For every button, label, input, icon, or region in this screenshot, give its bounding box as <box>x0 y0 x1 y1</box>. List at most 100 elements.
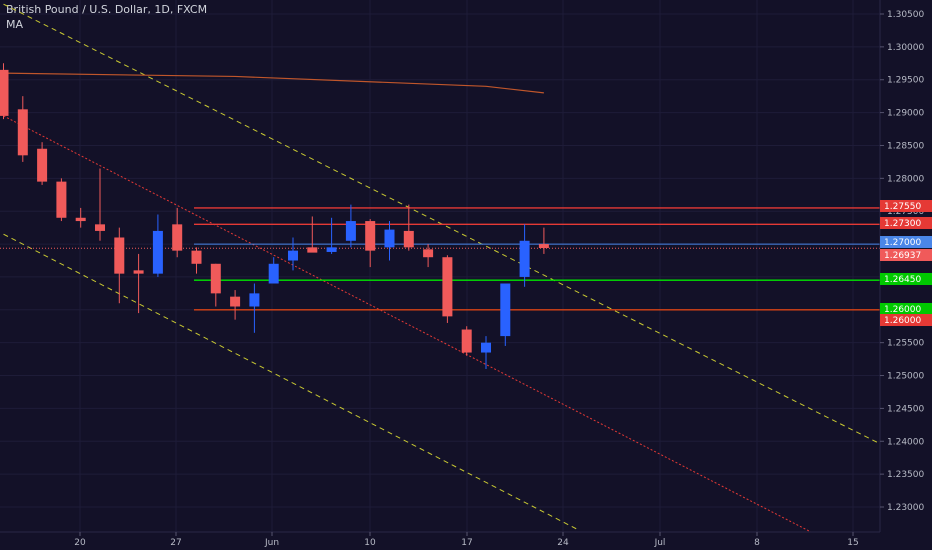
candle-body <box>172 224 183 251</box>
candle-body <box>384 229 395 248</box>
price-tag-6: 1.26000 <box>880 303 932 315</box>
x-tick-label: 10 <box>364 538 376 548</box>
candle-27 <box>500 283 511 346</box>
candle-20 <box>365 219 376 268</box>
candle-29 <box>538 227 549 254</box>
price-tag-bg <box>880 236 932 248</box>
candle-3 <box>37 142 48 185</box>
price-tag-label: 1.26000 <box>884 316 921 326</box>
candle-26 <box>481 336 491 369</box>
candle-body <box>230 296 241 307</box>
candle-body <box>423 249 434 258</box>
y-tick-label: 1.24000 <box>887 437 924 447</box>
x-tick-label: Jun <box>264 538 279 548</box>
channel-line-2 <box>3 233 579 531</box>
x-tick-label: 24 <box>557 538 569 548</box>
x-tick-label: 27 <box>170 538 181 548</box>
candle-21 <box>384 221 395 261</box>
price-tag-bg <box>880 217 932 229</box>
candle-body <box>37 148 48 182</box>
time-axis[interactable]: 20 27 Jun 10 17 24 Jul 8 15 <box>74 532 859 548</box>
price-tag-bg <box>880 249 932 261</box>
candle-23 <box>423 244 434 268</box>
candle-body <box>210 263 221 294</box>
price-tags: 1.27550 1.27300 1.27000 1.26937 1.26450 1.260… <box>880 200 932 326</box>
x-tick-label: 8 <box>754 538 760 548</box>
trend-channels <box>3 3 882 538</box>
candle-body <box>481 342 491 353</box>
y-tick-label: 1.28500 <box>887 141 924 151</box>
candle-body <box>538 244 549 249</box>
ma-line <box>3 72 544 94</box>
candle-body <box>114 237 125 274</box>
y-tick-label: 1.25500 <box>887 339 924 349</box>
x-tick-label: 20 <box>74 538 86 548</box>
y-tick-label: 1.23000 <box>887 503 924 513</box>
candle-body <box>249 293 260 307</box>
candle-18 <box>326 217 337 254</box>
moving-average <box>3 72 544 94</box>
chart-title: British Pound / U.S. Dollar, 1D, FXCM <box>6 3 208 16</box>
candle-7 <box>114 227 125 304</box>
candle-body <box>133 270 144 274</box>
y-tick-label: 1.28000 <box>887 174 924 184</box>
y-tick-label: 1.30500 <box>887 10 924 20</box>
candle-2 <box>17 96 28 162</box>
price-tag-5: 1.26450 <box>880 273 932 285</box>
y-tick-label: 1.27500 <box>887 207 924 217</box>
x-tick-label: 15 <box>847 538 858 548</box>
candle-13 <box>230 290 241 320</box>
candle-24 <box>442 255 453 323</box>
candle-body <box>56 181 67 218</box>
price-tag-label: 1.26937 <box>884 251 921 261</box>
price-tag-label: 1.27550 <box>884 202 921 212</box>
candle-22 <box>403 204 414 251</box>
candle-15 <box>268 257 279 284</box>
candle-14 <box>249 283 260 333</box>
candle-body <box>17 109 28 156</box>
price-tag-4: 1.26937 <box>880 249 932 261</box>
candle-11 <box>191 247 202 274</box>
candle-5 <box>75 207 86 228</box>
x-tick-label: Jul <box>654 538 666 548</box>
candle-body <box>461 329 472 353</box>
candle-body <box>442 257 453 317</box>
price-tag-label: 1.27300 <box>884 219 921 229</box>
ma-indicator-label[interactable]: MA <box>6 18 24 31</box>
candle-16 <box>288 237 298 271</box>
candle-9 <box>152 214 163 277</box>
price-tag-bg <box>880 303 932 315</box>
candle-1 <box>0 63 9 120</box>
candle-28 <box>519 224 530 287</box>
candle-body <box>288 250 298 261</box>
price-tag-bg <box>880 273 932 285</box>
y-tick-label: 1.25000 <box>887 372 924 382</box>
price-tag-label: 1.26000 <box>884 305 921 315</box>
price-tag-bg <box>880 314 932 326</box>
y-tick-label: 1.30000 <box>887 43 924 53</box>
candle-19 <box>345 204 356 248</box>
y-tick-label: 1.29000 <box>887 109 924 119</box>
candle-body <box>500 283 511 337</box>
y-tick-label: 1.24500 <box>887 404 924 414</box>
candle-17 <box>307 216 318 253</box>
candle-body <box>307 247 318 253</box>
price-tag-label: 1.26450 <box>884 275 921 285</box>
candle-4 <box>56 178 67 222</box>
candle-body <box>365 221 376 251</box>
candle-6 <box>95 168 105 241</box>
price-tag-1: 1.27550 <box>880 200 932 212</box>
price-tag-2: 1.27300 <box>880 217 932 229</box>
candle-12 <box>210 263 221 307</box>
price-tag-3: 1.27000 <box>880 236 932 248</box>
candle-body <box>268 263 279 284</box>
price-tag-bg <box>880 200 932 212</box>
x-tick-label: 17 <box>461 538 472 548</box>
candle-body <box>326 247 337 252</box>
candle-25 <box>461 326 472 356</box>
candle-body <box>191 250 202 264</box>
y-tick-label: 1.29500 <box>887 76 924 86</box>
candle-body <box>403 230 414 248</box>
